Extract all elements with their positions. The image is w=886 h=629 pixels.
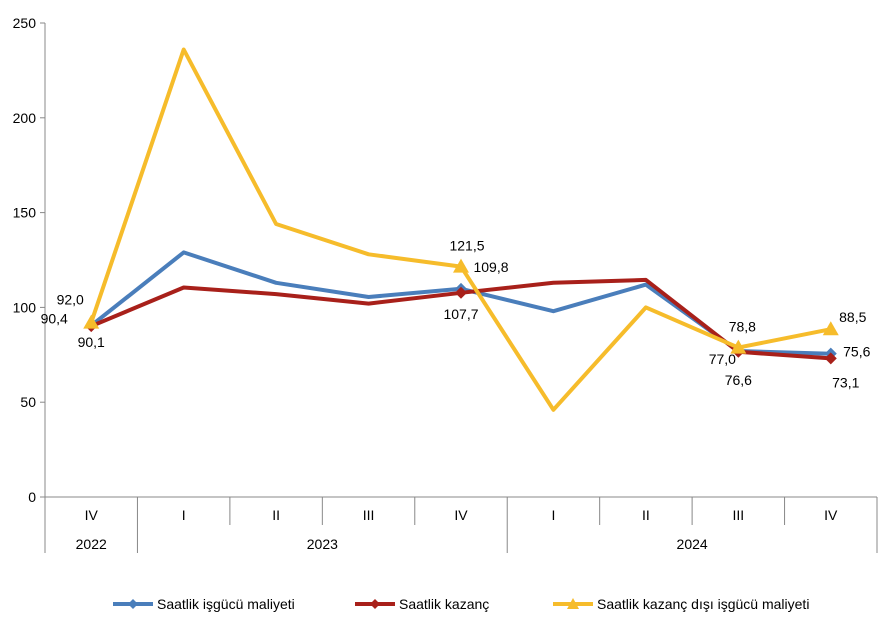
year-label: 2024 [677, 536, 708, 552]
y-axis-ticks: 0 50 100 150 200 250 [13, 15, 45, 505]
data-label: 109,8 [473, 259, 508, 275]
legend-marker [567, 598, 579, 609]
data-point-marker [83, 314, 100, 329]
x-tick-label: I [182, 507, 186, 523]
y-tick-label: 50 [20, 394, 36, 410]
data-label: 121,5 [449, 238, 484, 254]
data-labels: 90,4 109,8 77,0 75,6 90,1 107,7 76,6 73,1 92,0 12… [41, 238, 871, 391]
year-label: 2023 [307, 536, 338, 552]
legend-label: Saatlik kazanç [399, 596, 489, 612]
x-tick-label: II [272, 507, 280, 523]
x-tick-label: II [642, 507, 650, 523]
data-label: 107,7 [443, 306, 478, 322]
x-tick-label: IV [454, 507, 468, 523]
data-label: 76,6 [725, 372, 752, 388]
data-point-marker [730, 339, 747, 354]
data-point-marker [822, 321, 839, 336]
data-point-marker [455, 286, 467, 299]
axes [44, 23, 878, 553]
data-label: 73,1 [832, 374, 859, 390]
y-tick-label: 150 [13, 205, 37, 221]
y-tick-label: 250 [13, 15, 37, 31]
y-tick-label: 100 [13, 299, 37, 315]
series-markers [83, 258, 839, 365]
legend-label: Saatlik kazanç dışı işgücü maliyeti [597, 596, 809, 612]
legend-label: Saatlik işgücü maliyeti [157, 596, 295, 612]
data-label: 92,0 [57, 292, 84, 308]
data-label: 75,6 [843, 344, 870, 360]
x-tick-label: III [732, 507, 744, 523]
x-tick-label: IV [85, 507, 99, 523]
legend-marker [128, 599, 138, 609]
data-label: 88,5 [839, 309, 866, 325]
data-label: 78,8 [729, 319, 756, 335]
data-point-marker [453, 258, 469, 273]
year-label: 2022 [76, 536, 107, 552]
x-tick-label: IV [824, 507, 838, 523]
y-tick-label: 0 [28, 489, 36, 505]
y-tick-label: 200 [13, 110, 37, 126]
legend-marker [370, 599, 380, 609]
data-label: 77,0 [709, 351, 736, 367]
data-label: 90,4 [41, 311, 68, 327]
x-tick-label: I [551, 507, 555, 523]
legend: Saatlik işgücü maliyeti Saatlik kazanç Saa… [113, 596, 809, 612]
x-tick-label: III [363, 507, 375, 523]
data-label: 90,1 [78, 334, 105, 350]
data-point-marker [824, 352, 837, 365]
